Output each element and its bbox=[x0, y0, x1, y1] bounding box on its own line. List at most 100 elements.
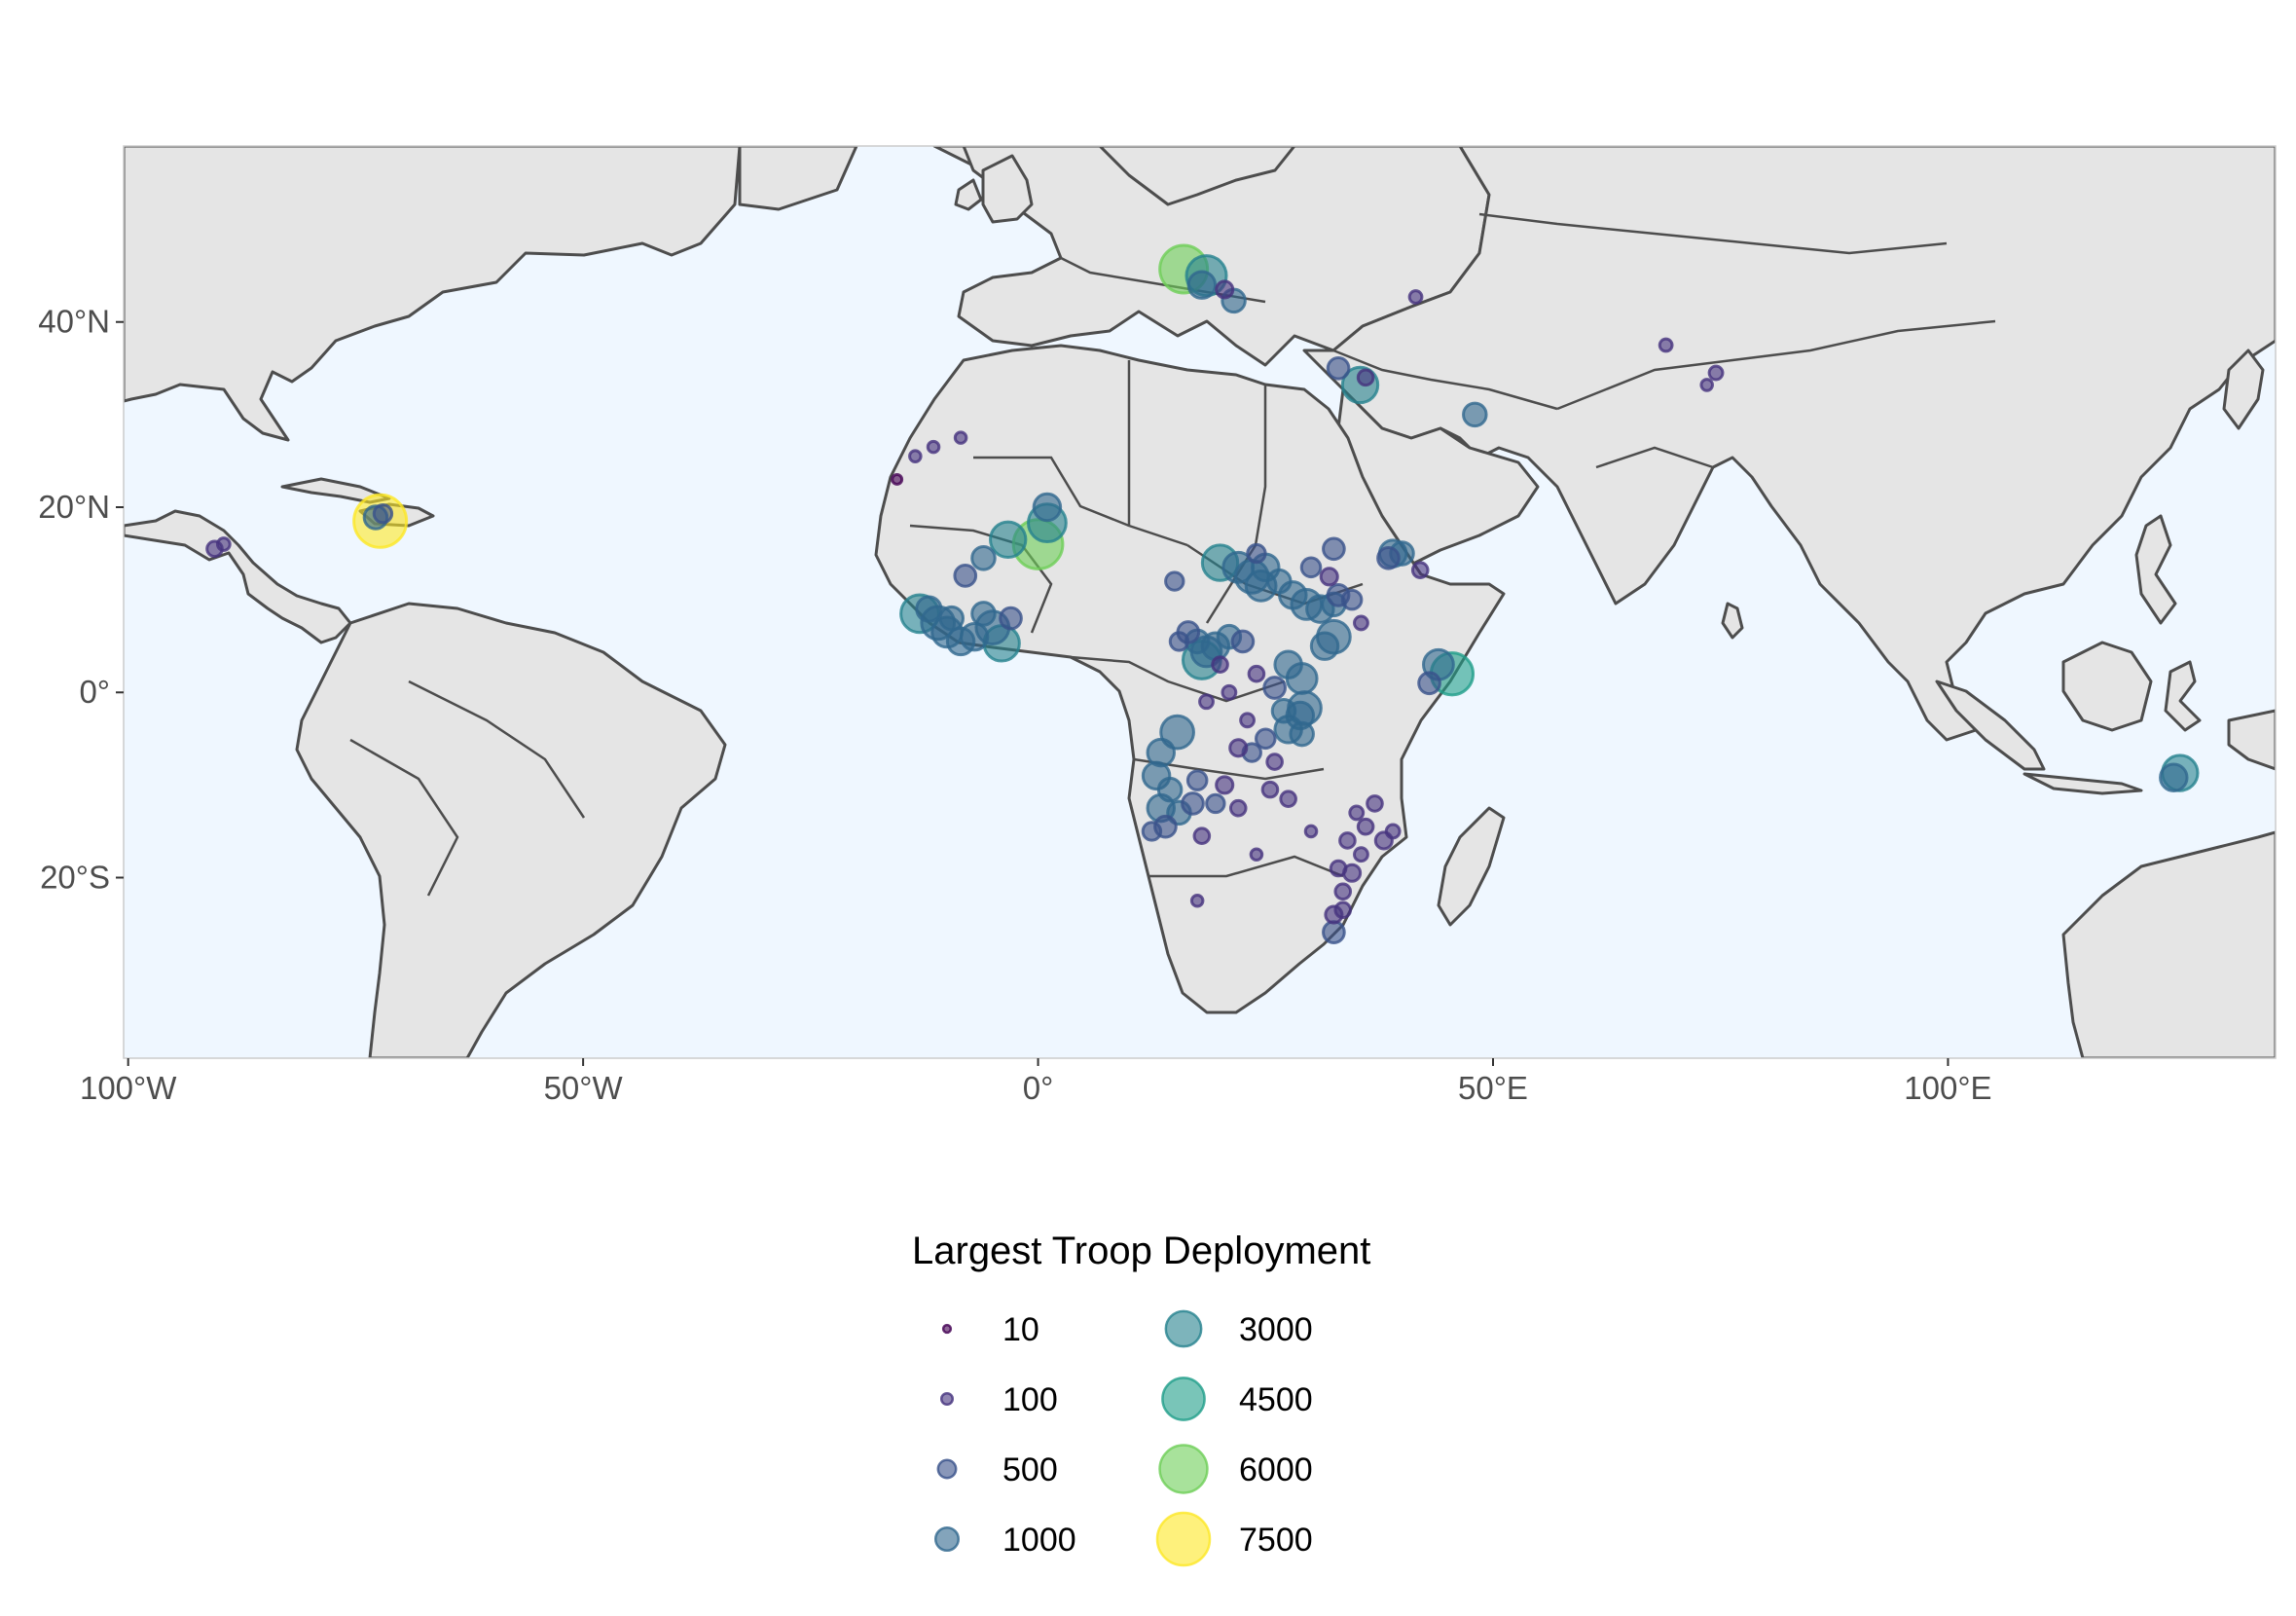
deployment-point bbox=[1462, 401, 1488, 428]
land-central-america bbox=[124, 509, 352, 644]
y-tick-label: 20°S bbox=[40, 860, 110, 896]
legend-label: 7500 bbox=[1239, 1522, 1313, 1559]
deployment-point bbox=[1366, 794, 1384, 813]
legend-label: 4500 bbox=[1239, 1381, 1313, 1418]
deployment-point bbox=[1356, 817, 1375, 836]
deployment-point bbox=[1262, 676, 1287, 700]
deployment-point bbox=[1356, 368, 1375, 387]
land-ireland bbox=[954, 178, 983, 211]
land-sumatra bbox=[1935, 679, 2046, 771]
land-australia bbox=[2061, 830, 2276, 1058]
deployment-point bbox=[1303, 824, 1319, 839]
legend: Largest Troop Deployment 10 100 500 1000 300… bbox=[912, 1230, 1370, 1567]
x-tick-label: 50°E bbox=[1458, 1070, 1528, 1106]
deployment-point bbox=[1198, 693, 1215, 711]
deployment-point bbox=[1186, 270, 1218, 300]
land-java bbox=[2023, 772, 2143, 795]
deployment-point bbox=[1156, 776, 1184, 803]
legend-key bbox=[1161, 1377, 1206, 1421]
deployment-point bbox=[1279, 790, 1297, 808]
deployment-point bbox=[915, 595, 943, 623]
deployment-point bbox=[1333, 900, 1353, 920]
deployment-point bbox=[1141, 821, 1163, 842]
x-tick-label: 100°E bbox=[1904, 1070, 1991, 1106]
deployment-points bbox=[205, 243, 2200, 944]
y-tick-label: 40°N bbox=[38, 304, 110, 340]
deployment-point bbox=[953, 564, 978, 588]
deployment-point bbox=[1254, 727, 1277, 751]
deployment-point bbox=[2159, 762, 2189, 792]
map-panel-border bbox=[123, 145, 2277, 1059]
deployment-point bbox=[1289, 720, 1315, 748]
deployment-point bbox=[1699, 378, 1714, 392]
legend-key bbox=[939, 1391, 955, 1407]
deployment-point bbox=[1192, 826, 1212, 845]
deployment-point bbox=[1329, 859, 1348, 878]
land-britain bbox=[981, 154, 1034, 224]
legend-label: 3000 bbox=[1239, 1311, 1313, 1348]
deployment-point bbox=[1309, 631, 1340, 661]
deployment-point bbox=[1658, 337, 1674, 353]
legend-key bbox=[1155, 1511, 1212, 1567]
land-new-guinea bbox=[2227, 709, 2276, 771]
deployment-point bbox=[1410, 561, 1430, 579]
deployment-point bbox=[1417, 671, 1441, 696]
deployment-point bbox=[1340, 588, 1364, 611]
deployment-point bbox=[1353, 846, 1369, 863]
deployment-point bbox=[1239, 712, 1257, 729]
land-scandinavia bbox=[1098, 146, 1296, 206]
deployment-point bbox=[1249, 847, 1264, 862]
deployment-point bbox=[1353, 614, 1369, 632]
land-south-america bbox=[295, 602, 727, 1058]
deployment-point bbox=[1032, 492, 1063, 523]
x-tick-label: 100°W bbox=[80, 1070, 177, 1106]
y-tick-label: 20°N bbox=[38, 489, 110, 525]
deployment-point bbox=[1319, 567, 1339, 587]
deployment-point bbox=[1168, 631, 1190, 652]
x-tick-label: 50°W bbox=[544, 1070, 624, 1106]
deployment-point bbox=[372, 502, 394, 525]
deployment-point bbox=[999, 606, 1023, 631]
deployment-point bbox=[970, 601, 997, 627]
legend-key bbox=[1158, 1444, 1209, 1494]
land-philippines bbox=[2134, 514, 2177, 625]
legend-label: 1000 bbox=[1002, 1522, 1076, 1559]
deployment-point bbox=[989, 520, 1028, 559]
axes: 100°W 50°W 0° 50°E 100°E 40°N 20°N 0° 20°S bbox=[38, 304, 1991, 1106]
deployment-point bbox=[938, 605, 966, 632]
deployment-point bbox=[1384, 823, 1402, 840]
deployment-point bbox=[1376, 545, 1401, 570]
land-asia bbox=[1293, 146, 2276, 742]
deployment-point bbox=[1326, 355, 1351, 381]
deployment-point bbox=[1338, 831, 1357, 850]
deployment-point bbox=[1407, 289, 1424, 305]
deployment-point bbox=[1270, 698, 1297, 724]
x-tick-label: 0° bbox=[1023, 1070, 1054, 1106]
deployment-point bbox=[1266, 568, 1293, 595]
land-japan bbox=[2222, 349, 2265, 430]
deployment-point bbox=[1246, 542, 1267, 565]
deployment-point bbox=[1322, 920, 1346, 944]
deployment-point bbox=[1348, 804, 1366, 822]
deployment-point bbox=[953, 430, 968, 445]
deployment-point bbox=[1333, 882, 1353, 901]
deployment-point bbox=[1260, 780, 1280, 799]
deployment-point bbox=[1185, 769, 1209, 791]
deployment-point bbox=[1707, 364, 1725, 382]
legend-label: 500 bbox=[1002, 1451, 1058, 1488]
y-tick-label: 0° bbox=[79, 674, 110, 710]
land-sulawesi bbox=[2164, 660, 2202, 732]
legend-label: 10 bbox=[1002, 1311, 1039, 1348]
deployment-point bbox=[945, 626, 976, 657]
deployment-point bbox=[1221, 683, 1238, 701]
deployment-point bbox=[1273, 649, 1303, 679]
deployment-point bbox=[1189, 894, 1205, 908]
deployment-point bbox=[1181, 791, 1205, 816]
deployment-point bbox=[1247, 664, 1266, 683]
legend-key bbox=[941, 1323, 953, 1335]
land-borneo bbox=[2061, 641, 2153, 732]
legend-key bbox=[936, 1458, 958, 1480]
deployment-point bbox=[1205, 792, 1226, 815]
deployment-point bbox=[1215, 775, 1235, 795]
